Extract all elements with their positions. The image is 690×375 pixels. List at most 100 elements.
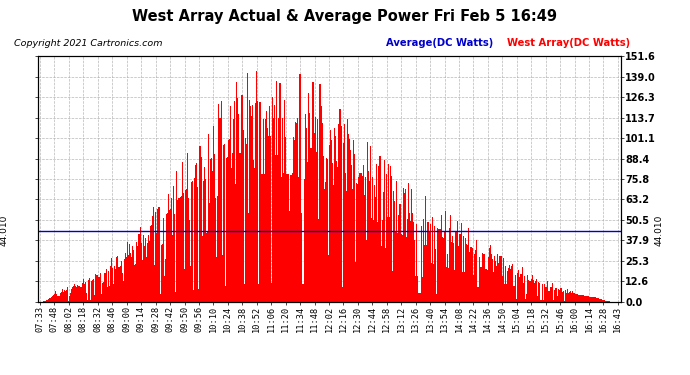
Bar: [265, 118, 266, 302]
Bar: [377, 222, 378, 302]
Bar: [415, 276, 416, 302]
Bar: [400, 234, 402, 302]
Bar: [387, 217, 388, 302]
Bar: [91, 280, 92, 302]
Bar: [145, 238, 146, 302]
Bar: [429, 231, 430, 302]
Bar: [149, 241, 150, 302]
Bar: [261, 174, 262, 302]
Bar: [291, 175, 292, 302]
Bar: [478, 287, 480, 302]
Bar: [86, 292, 87, 302]
Bar: [520, 274, 522, 302]
Bar: [147, 243, 148, 302]
Bar: [309, 113, 310, 302]
Bar: [510, 269, 511, 302]
Bar: [83, 284, 85, 302]
Bar: [124, 259, 125, 302]
Bar: [528, 280, 529, 302]
Bar: [43, 301, 45, 302]
Bar: [507, 271, 508, 302]
Bar: [201, 236, 203, 302]
Bar: [232, 153, 233, 302]
Bar: [553, 300, 554, 302]
Bar: [312, 82, 313, 302]
Bar: [403, 188, 404, 302]
Bar: [355, 262, 356, 302]
Bar: [297, 118, 299, 302]
Bar: [346, 191, 347, 302]
Bar: [171, 198, 172, 302]
Bar: [277, 155, 279, 302]
Bar: [67, 287, 68, 302]
Bar: [275, 155, 276, 302]
Bar: [402, 235, 403, 302]
Bar: [540, 300, 542, 302]
Bar: [234, 101, 235, 302]
Bar: [395, 232, 396, 302]
Bar: [580, 295, 582, 302]
Bar: [61, 289, 63, 302]
Bar: [356, 183, 357, 302]
Bar: [110, 266, 111, 302]
Bar: [119, 266, 121, 302]
Bar: [331, 140, 332, 302]
Bar: [364, 195, 365, 302]
Bar: [315, 117, 316, 302]
Bar: [608, 301, 609, 302]
Bar: [424, 244, 425, 302]
Bar: [109, 286, 110, 302]
Bar: [562, 291, 564, 302]
Bar: [564, 290, 566, 302]
Bar: [584, 296, 586, 302]
Bar: [464, 238, 466, 302]
Bar: [313, 82, 314, 302]
Bar: [112, 268, 113, 302]
Bar: [283, 174, 284, 302]
Bar: [230, 106, 231, 302]
Bar: [252, 105, 253, 302]
Bar: [316, 152, 317, 302]
Bar: [183, 193, 184, 302]
Bar: [412, 213, 413, 302]
Bar: [152, 216, 153, 302]
Bar: [49, 298, 50, 302]
Bar: [70, 293, 71, 302]
Bar: [189, 220, 190, 302]
Bar: [168, 194, 169, 302]
Bar: [536, 279, 538, 302]
Bar: [139, 226, 141, 302]
Bar: [255, 104, 256, 302]
Bar: [111, 258, 112, 302]
Bar: [108, 271, 109, 302]
Bar: [302, 284, 303, 302]
Bar: [368, 171, 369, 302]
Bar: [248, 213, 249, 302]
Bar: [53, 295, 55, 302]
Bar: [288, 174, 289, 302]
Bar: [576, 294, 578, 302]
Bar: [475, 249, 476, 302]
Text: West Array(DC Watts): West Array(DC Watts): [507, 38, 630, 48]
Bar: [430, 224, 431, 302]
Bar: [486, 270, 487, 302]
Bar: [323, 156, 324, 302]
Bar: [68, 301, 69, 302]
Bar: [548, 291, 549, 302]
Bar: [210, 159, 211, 302]
Bar: [172, 235, 173, 302]
Bar: [383, 192, 384, 302]
Bar: [87, 300, 88, 302]
Bar: [59, 292, 61, 302]
Bar: [600, 299, 602, 302]
Bar: [382, 220, 383, 302]
Bar: [487, 270, 488, 302]
Bar: [575, 294, 576, 302]
Bar: [106, 269, 107, 302]
Bar: [550, 287, 551, 302]
Bar: [299, 74, 301, 302]
Bar: [161, 244, 163, 302]
Bar: [151, 225, 152, 302]
Bar: [474, 254, 475, 302]
Bar: [246, 144, 247, 302]
